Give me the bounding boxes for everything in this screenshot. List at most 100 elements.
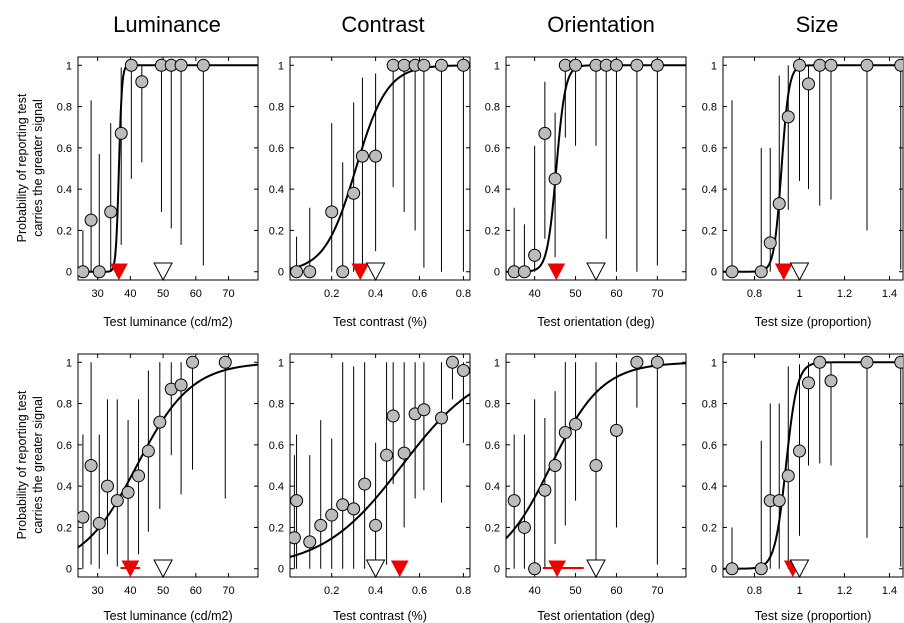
y-tick-label: 0.6 <box>702 440 717 452</box>
x-tick-label: 50 <box>157 585 169 597</box>
y-tick-label: 0.6 <box>485 143 500 155</box>
data-point <box>507 494 521 508</box>
y-tick-label: 0.2 <box>57 522 72 534</box>
x-tick-label: 50 <box>157 288 169 300</box>
data-point <box>135 75 149 89</box>
y-tick-label: 0.6 <box>269 143 284 155</box>
data-point <box>110 494 124 508</box>
x-tick-label: 1 <box>796 585 802 597</box>
data-point <box>84 459 98 472</box>
y-tick-label: 0.2 <box>269 522 284 534</box>
y-tick-label: 0.6 <box>702 143 717 155</box>
data-point <box>538 483 552 497</box>
panel-orientation-row1: 0 0.2 0.4 0.6 0.8 1 40 50 60 70 Test orientation (… <box>485 56 687 329</box>
plot-frame <box>289 56 471 281</box>
data-point <box>380 448 394 462</box>
data-point <box>369 518 383 532</box>
x-tick-label: 0.2 <box>324 585 339 597</box>
standard-marker-open-triangle <box>789 559 810 579</box>
y-axis-label-top-line-2: carries the greater signal <box>31 99 45 237</box>
data-point <box>78 265 90 279</box>
data-point <box>725 562 739 576</box>
pse-marker-red-triangle <box>390 560 409 578</box>
fitted-curve <box>78 64 258 273</box>
x-tick-label: 0.4 <box>368 585 383 597</box>
data-point <box>132 469 146 483</box>
data-point <box>355 149 369 163</box>
y-tick-label: 0.8 <box>269 102 284 114</box>
data-point <box>813 58 827 72</box>
fitted-curve <box>290 64 470 270</box>
x-tick-label: 70 <box>651 288 663 300</box>
x-tick-label: 0.4 <box>368 288 383 300</box>
y-tick-label: 0.8 <box>702 399 717 411</box>
y-tick-label: 1 <box>278 60 284 72</box>
x-tick-label: 60 <box>610 288 622 300</box>
fitted-curve <box>723 361 903 570</box>
x-tick-label: 0.8 <box>456 288 471 300</box>
x-tick-label: 1.2 <box>837 585 852 597</box>
y-tick-label: 0.6 <box>57 440 72 452</box>
y-tick-label: 0.6 <box>485 440 500 452</box>
data-point <box>314 518 328 532</box>
y-tick-label: 0.4 <box>485 184 500 196</box>
data-point <box>84 213 98 227</box>
data-point <box>569 58 583 72</box>
x-tick-label: 40 <box>529 288 541 300</box>
y-tick-label: 0 <box>494 267 500 279</box>
data-point <box>860 58 874 72</box>
x-axis-label: Test orientation (deg) <box>537 315 654 329</box>
x-tick-label: 40 <box>529 585 541 597</box>
y-tick-label: 1 <box>66 357 72 369</box>
data-point <box>860 355 874 369</box>
data-point <box>325 508 339 522</box>
data-point <box>347 502 361 516</box>
x-tick-label: 70 <box>222 288 234 300</box>
standard-marker-open-triangle <box>586 262 606 282</box>
y-tick-label: 1 <box>494 60 500 72</box>
standard-marker-open-triangle <box>586 559 606 579</box>
data-point <box>186 355 200 369</box>
pse-marker-red-triangle <box>110 263 128 281</box>
x-axis-label: Test size (proportion) <box>755 315 872 329</box>
y-tick-label: 0.2 <box>57 225 72 237</box>
data-point <box>793 58 806 72</box>
data-point <box>218 355 232 369</box>
y-tick-label: 0.4 <box>57 184 72 196</box>
data-point <box>174 378 188 392</box>
y-tick-label: 0 <box>711 564 717 576</box>
data-point <box>397 446 411 460</box>
y-tick-label: 0.6 <box>269 440 284 452</box>
plot-area <box>506 355 686 576</box>
x-tick-label: 30 <box>92 585 104 597</box>
plot-frame <box>77 353 259 578</box>
data-point <box>196 58 210 72</box>
plot-area <box>290 355 470 569</box>
data-point <box>104 205 118 219</box>
x-tick-label: 30 <box>92 288 104 300</box>
panel-luminance-row1: 0 0.2 0.4 0.6 0.8 1 30 40 50 60 70 Test luminance (… <box>57 56 259 329</box>
data-point <box>290 494 304 508</box>
x-tick-label: 60 <box>610 585 622 597</box>
y-tick-label: 0.8 <box>269 399 284 411</box>
x-axis-label: Test luminance (cd/m2) <box>103 609 232 623</box>
x-tick-label: 40 <box>124 585 136 597</box>
data-point <box>347 186 361 200</box>
data-point <box>417 58 431 72</box>
data-point <box>754 265 768 279</box>
x-tick-label: 0.6 <box>412 585 427 597</box>
data-point <box>434 58 448 72</box>
data-point <box>397 58 411 72</box>
x-tick-label: 1.4 <box>882 585 897 597</box>
data-point <box>538 126 552 140</box>
data-point <box>725 265 739 279</box>
x-tick-label: 0.2 <box>324 288 339 300</box>
data-point <box>153 415 167 429</box>
column-title-contrast: Contrast <box>341 12 424 37</box>
plot-frame <box>722 353 904 578</box>
x-tick-label: 50 <box>569 288 581 300</box>
column-title-orientation: Orientation <box>547 12 655 37</box>
panel-size-row1: 0 0.2 0.4 0.6 0.8 1 0.8 1 1.2 1.4 Test size (propo… <box>702 56 904 329</box>
y-tick-label: 0.2 <box>702 522 717 534</box>
